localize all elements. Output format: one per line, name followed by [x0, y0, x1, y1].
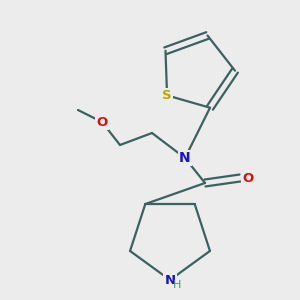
Text: N: N	[164, 274, 175, 286]
Text: O: O	[242, 172, 253, 184]
Text: S: S	[162, 89, 172, 102]
Text: N: N	[179, 151, 191, 165]
Text: O: O	[96, 116, 108, 128]
Text: H: H	[173, 280, 181, 290]
